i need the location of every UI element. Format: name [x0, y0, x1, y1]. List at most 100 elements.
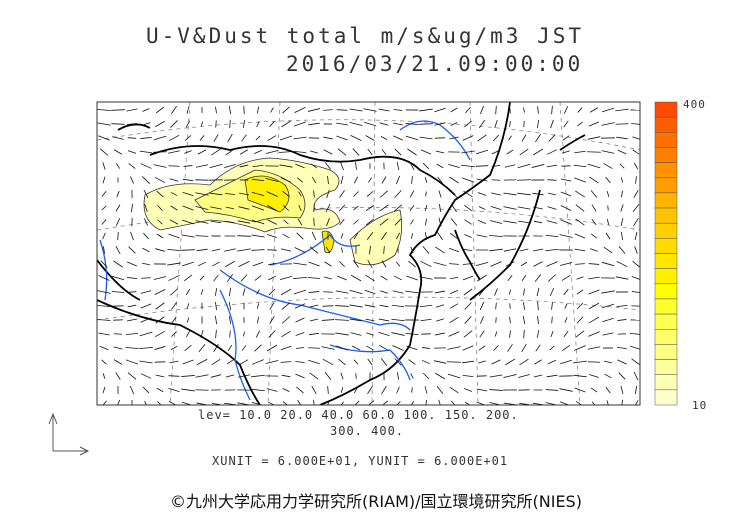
wind-arrow [181, 401, 193, 405]
wind-arrow [631, 291, 640, 293]
wind-arrow [213, 274, 219, 282]
wind-arrow [537, 106, 539, 114]
wind-arrow [618, 245, 626, 255]
wind-arrow [463, 248, 473, 252]
wind-arrow [128, 246, 136, 254]
wind-arrow [489, 234, 503, 238]
wind-arrow [293, 121, 307, 127]
wind-arrow [633, 371, 639, 381]
wind-arrow [337, 148, 347, 156]
wind-arrow [548, 359, 556, 365]
wind-arrow [489, 248, 503, 252]
wind-arrow [464, 316, 472, 324]
wind-arrow [587, 163, 601, 169]
wind-arrow [265, 150, 279, 154]
wind-arrow [422, 347, 430, 349]
wind-arrow [475, 149, 489, 155]
wind-arrow [170, 105, 178, 115]
wind-arrow [406, 345, 418, 351]
wind-arrow [395, 175, 401, 185]
wind-arrow [616, 136, 628, 140]
wind-arrow [197, 261, 207, 267]
wind-arrow [536, 287, 540, 297]
wind-arrow [154, 177, 166, 183]
wind-arrow [547, 179, 557, 181]
wind-arrow [196, 248, 208, 252]
wind-arrow [591, 218, 597, 226]
wind-arrow [155, 302, 165, 310]
wind-arrow [424, 204, 428, 212]
wind-arrow [238, 206, 250, 210]
wind-arrow [127, 291, 137, 293]
wind-arrow [419, 276, 433, 280]
wind-arrow [171, 331, 177, 337]
wind-arrow [616, 260, 628, 268]
wind-arrow [561, 344, 571, 352]
colorbar-band [654, 132, 678, 148]
wind-arrow [181, 388, 195, 392]
wind-arrow [478, 345, 486, 351]
wind-arrow [424, 386, 428, 394]
wind-arrow [365, 318, 375, 322]
wind-arrow [338, 358, 346, 366]
wind-arrow [509, 316, 511, 324]
colorbar-max-label: 400 [683, 98, 706, 111]
wind-arrow [519, 148, 529, 156]
colorbar-band [654, 177, 678, 194]
wind-arrow [214, 288, 218, 296]
wind-arrow [422, 372, 430, 380]
wind-arrow [601, 150, 615, 154]
wind-arrow [450, 190, 458, 198]
wind-arrow [523, 288, 525, 296]
wind-arrow [228, 316, 232, 324]
wind-arrow [505, 261, 515, 267]
wind-arrow [546, 220, 558, 224]
wind-arrow [380, 135, 388, 141]
wind-arrow [379, 218, 389, 226]
wind-arrow [97, 304, 111, 308]
wind-arrow [139, 150, 153, 154]
wind-arrow [480, 316, 484, 324]
wind-arrow [419, 304, 433, 308]
wind-arrow [142, 247, 150, 253]
wind-arrow [279, 275, 293, 281]
wind-arrow [281, 330, 291, 338]
wind-arrow [424, 232, 428, 240]
wind-arrow [448, 163, 460, 169]
wind-arrow [153, 276, 167, 280]
wind-arrow [366, 345, 374, 351]
wind-arrow [634, 162, 638, 170]
wind-arrow [321, 346, 335, 350]
wind-arrow [126, 108, 138, 112]
wind-arrow [115, 218, 121, 226]
wind-arrow [450, 122, 458, 126]
wind-arrow [559, 388, 573, 392]
wind-arrow [169, 288, 179, 296]
wind-arrow [391, 304, 405, 308]
wind-arrow [185, 288, 191, 296]
wind-arrow [168, 275, 180, 281]
wind-arrow [155, 374, 165, 378]
wind-arrow [307, 108, 321, 112]
wind-arrow [438, 217, 442, 227]
wind-arrow [339, 261, 345, 267]
wind-arrow [379, 204, 389, 212]
wind-arrow [293, 150, 307, 154]
wind-arrow [492, 134, 500, 142]
wind-arrow [294, 303, 306, 309]
wind-arrow [283, 205, 289, 211]
wind-arrow [405, 122, 419, 126]
wind-arrow [605, 386, 611, 394]
wind-arrow [229, 330, 231, 338]
wind-arrow [546, 374, 558, 378]
wind-arrow [353, 191, 359, 197]
wind-arrow [477, 192, 487, 196]
wind-arrow [476, 178, 488, 182]
wind-arrow [574, 248, 586, 252]
wind-arrow [99, 345, 109, 351]
wind-arrow [439, 204, 441, 212]
wind-arrow [201, 121, 203, 127]
wind-arrow [353, 219, 359, 225]
wind-arrow [461, 150, 475, 154]
wind-arrow [531, 164, 545, 168]
